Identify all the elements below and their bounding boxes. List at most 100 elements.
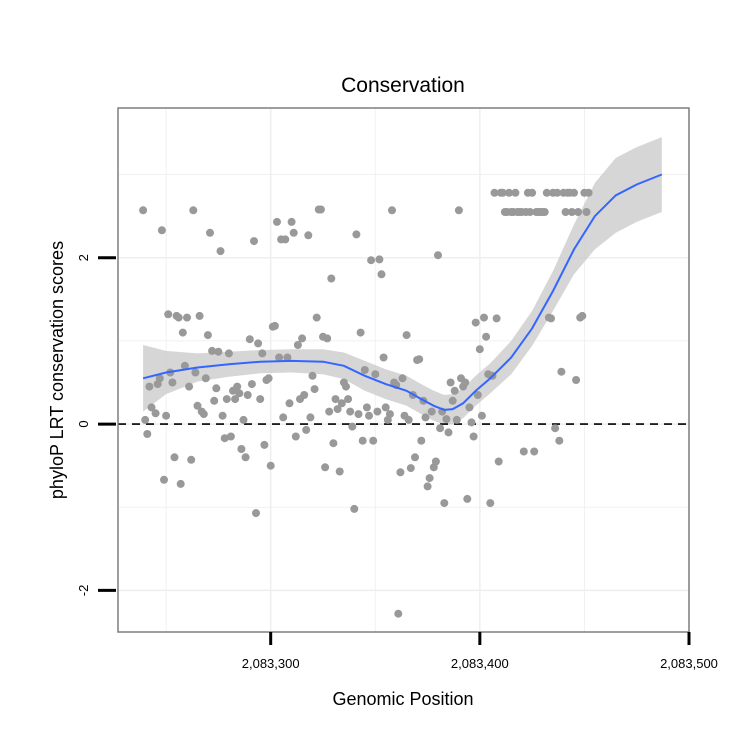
data-point <box>206 228 214 237</box>
data-point <box>327 274 336 283</box>
data-point <box>344 395 353 404</box>
data-point <box>346 407 355 416</box>
data-point <box>505 188 514 197</box>
x-tick-label: 2,083,400 <box>451 656 509 671</box>
data-point <box>212 384 221 393</box>
data-point <box>308 371 317 380</box>
data-point <box>396 468 405 477</box>
data-point <box>335 467 344 476</box>
data-point <box>162 411 171 420</box>
data-point <box>176 479 185 488</box>
data-point <box>452 415 461 424</box>
data-point <box>369 436 378 445</box>
data-point <box>193 401 202 410</box>
data-point <box>316 205 325 214</box>
data-point <box>463 494 472 503</box>
data-point <box>454 206 463 215</box>
data-point <box>480 313 488 322</box>
data-point <box>542 188 551 197</box>
data-point <box>157 226 166 235</box>
data-point <box>547 314 555 323</box>
y-tick-label: 0 <box>76 420 91 427</box>
points-layer <box>139 188 593 618</box>
y-axis-title: phyloP LRT conservation scores <box>47 241 67 499</box>
data-point <box>183 313 191 322</box>
data-point <box>189 206 198 215</box>
data-point <box>333 405 342 414</box>
data-point <box>235 389 244 398</box>
data-point <box>174 313 183 322</box>
data-point <box>237 445 246 453</box>
data-point <box>143 430 152 438</box>
data-point <box>273 217 281 226</box>
data-point <box>477 411 486 420</box>
data-point <box>511 188 520 197</box>
data-point <box>498 188 507 197</box>
data-point <box>377 270 386 279</box>
data-point <box>216 247 225 256</box>
data-point <box>203 331 212 340</box>
data-point <box>354 410 363 419</box>
data-point <box>220 434 229 443</box>
data-point <box>494 457 503 466</box>
data-point <box>582 208 591 216</box>
data-point <box>373 407 382 416</box>
data-point <box>331 395 340 404</box>
data-point <box>239 415 248 424</box>
data-point <box>222 395 231 404</box>
data-point <box>411 453 419 462</box>
data-point <box>201 374 210 383</box>
data-point <box>224 349 233 358</box>
data-point <box>164 310 173 319</box>
data-point <box>231 395 240 404</box>
data-point <box>442 415 451 424</box>
data-point <box>312 313 321 322</box>
data-point <box>302 425 311 434</box>
data-point <box>247 380 256 389</box>
data-point <box>187 455 196 464</box>
data-point <box>365 411 373 420</box>
data-point <box>358 436 367 445</box>
data-point <box>431 457 440 466</box>
data-point <box>342 382 350 391</box>
data-point <box>199 410 208 419</box>
plot-border <box>117 107 690 633</box>
data-point <box>266 461 275 470</box>
x-tick-label: 2,083,500 <box>660 656 718 671</box>
data-point <box>584 188 593 197</box>
data-point <box>298 334 307 343</box>
data-point <box>461 378 470 387</box>
data-point <box>356 328 365 337</box>
data-point <box>281 235 290 244</box>
data-point <box>168 378 177 387</box>
data-point <box>264 374 273 383</box>
data-point <box>519 447 528 456</box>
data-point <box>241 453 250 462</box>
data-point <box>337 399 346 408</box>
data-point <box>218 411 227 420</box>
data-point <box>287 217 296 226</box>
data-point <box>530 447 539 456</box>
data-point <box>325 407 334 416</box>
data-point <box>540 208 549 216</box>
y-tick-label: 2 <box>76 254 91 261</box>
data-point <box>300 391 309 399</box>
data-point <box>415 355 424 364</box>
data-point <box>436 424 445 433</box>
data-point <box>195 311 204 320</box>
data-point <box>425 474 434 483</box>
data-point <box>528 188 537 197</box>
data-point <box>256 395 265 404</box>
data-point <box>250 237 258 246</box>
data-point <box>482 332 491 341</box>
data-point <box>155 374 164 383</box>
data-point <box>402 331 411 340</box>
data-point <box>475 345 484 354</box>
data-point <box>570 188 578 197</box>
x-tick-label: 2,083,300 <box>242 656 300 671</box>
data-point <box>151 409 160 418</box>
data-point <box>388 206 396 215</box>
data-point <box>467 418 476 427</box>
data-point <box>285 399 294 408</box>
